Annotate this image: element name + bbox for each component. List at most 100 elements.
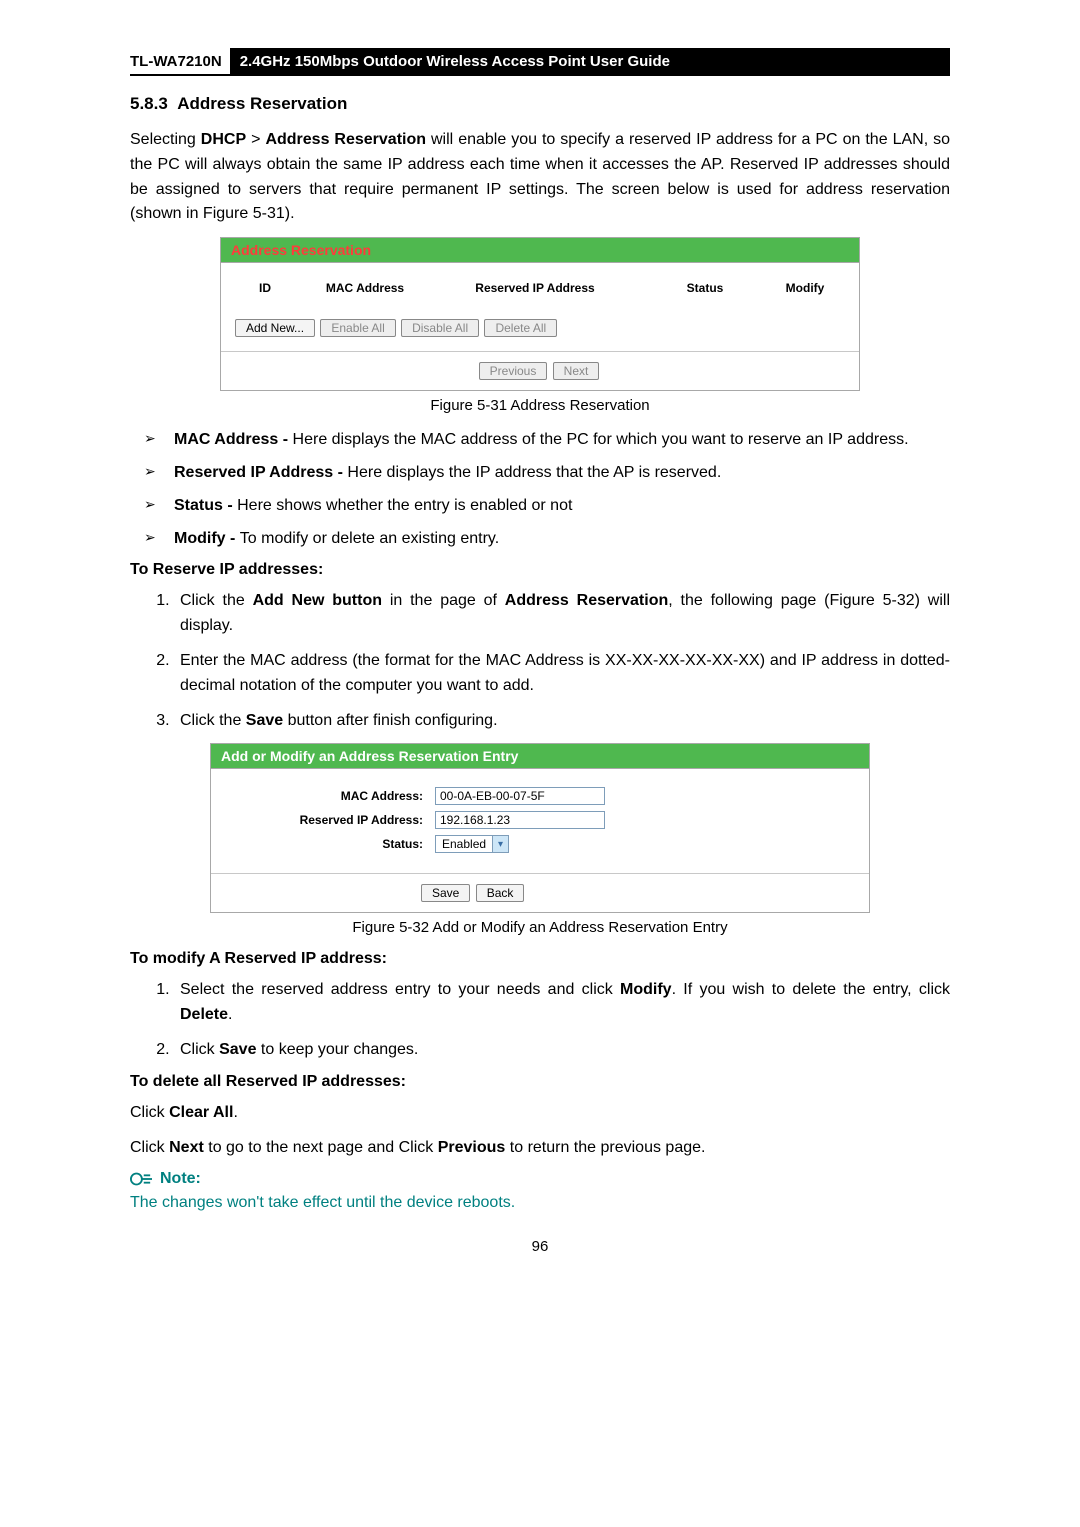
db-c: . (233, 1104, 237, 1121)
col-mac: MAC Address (295, 281, 435, 295)
next-button[interactable]: Next (553, 362, 600, 380)
figure-5-32: Add or Modify an Address Reservation Ent… (210, 743, 870, 913)
chevron-down-icon: ▾ (492, 836, 508, 852)
def-modify: Modify - To modify or delete an existing… (174, 527, 950, 552)
fig2-body: MAC Address: 00-0A-EB-00-07-5F Reserved … (211, 769, 869, 873)
modify-step-2: Click Save to keep your changes. (174, 1038, 950, 1063)
definitions-list: MAC Address - Here displays the MAC addr… (130, 428, 950, 551)
rs1c: in the page of (382, 592, 505, 609)
label-status: Status: (225, 837, 435, 851)
note-line: Note: (130, 1170, 950, 1188)
back-button[interactable]: Back (476, 884, 525, 902)
page-number: 96 (130, 1238, 950, 1255)
note-icon (130, 1171, 152, 1187)
page: TL-WA7210N 2.4GHz 150Mbps Outdoor Wirele… (0, 0, 1080, 1527)
previous-button[interactable]: Previous (479, 362, 548, 380)
def-mac-term: MAC Address - (174, 431, 293, 448)
col-id: ID (235, 281, 295, 295)
def-resip-term: Reserved IP Address - (174, 464, 347, 481)
note-body: The changes won't take effect until the … (130, 1194, 950, 1212)
rs1a: Click the (180, 592, 253, 609)
nb-e: to return the previous page. (505, 1139, 705, 1156)
doc-title: 2.4GHz 150Mbps Outdoor Wireless Access P… (230, 48, 950, 74)
fig1-caption: Figure 5-31 Address Reservation (130, 397, 950, 414)
intro-ar: Address Reservation (265, 131, 426, 148)
def-modify-term: Modify - (174, 530, 240, 547)
rs3a: Click the (180, 712, 246, 729)
def-status: Status - Here shows whether the entry is… (174, 494, 950, 519)
def-modify-body: To modify or delete an existing entry. (240, 530, 499, 547)
modify-heading: To modify A Reserved IP address: (130, 950, 950, 968)
select-status-value: Enabled (436, 836, 492, 852)
form-row-status: Status: Enabled ▾ (225, 835, 855, 853)
input-ip[interactable]: 192.168.1.23 (435, 811, 605, 829)
ms2a: Click (180, 1041, 219, 1058)
intro-dhcp: DHCP (201, 131, 246, 148)
delete-all-button[interactable]: Delete All (484, 319, 557, 337)
nav-body: Click Next to go to the next page and Cl… (130, 1136, 950, 1161)
def-status-body: Here shows whether the entry is enabled … (237, 497, 572, 514)
db-b: Clear All (169, 1104, 233, 1121)
modify-step-1: Select the reserved address entry to you… (174, 978, 950, 1028)
col-modify: Modify (765, 281, 845, 295)
col-res: Reserved IP Address (435, 281, 635, 295)
reserve-step-1: Click the Add New button in the page of … (174, 589, 950, 639)
doc-header: TL-WA7210N 2.4GHz 150Mbps Outdoor Wirele… (130, 48, 950, 76)
ms1b: Modify (620, 981, 672, 998)
rs1b: Add New button (253, 592, 382, 609)
reserve-steps: Click the Add New button in the page of … (130, 589, 950, 733)
def-resip-body: Here displays the IP address that the AP… (347, 464, 721, 481)
nb-b: Next (169, 1139, 204, 1156)
fig1-banner: Address Reservation (221, 238, 859, 263)
fig1-header-row: ID MAC Address Reserved IP Address Statu… (235, 281, 845, 295)
nb-a: Click (130, 1139, 169, 1156)
disable-all-button[interactable]: Disable All (401, 319, 479, 337)
section-number: 5.8.3 (130, 94, 168, 113)
nb-c: to go to the next page and Click (204, 1139, 438, 1156)
reserve-heading: To Reserve IP addresses: (130, 561, 950, 579)
rs1d: Address Reservation (505, 592, 668, 609)
ms1d: Delete (180, 1006, 228, 1023)
col-status: Status (645, 281, 765, 295)
modify-steps: Select the reserved address entry to you… (130, 978, 950, 1062)
enable-all-button[interactable]: Enable All (320, 319, 395, 337)
fig1-footer: Previous Next (221, 351, 859, 390)
select-status[interactable]: Enabled ▾ (435, 835, 509, 853)
reserve-step-2: Enter the MAC address (the format for th… (174, 649, 950, 699)
label-ip: Reserved IP Address: (225, 813, 435, 827)
label-mac: MAC Address: (225, 789, 435, 803)
def-status-term: Status - (174, 497, 237, 514)
figure-5-31: Address Reservation ID MAC Address Reser… (220, 237, 860, 391)
ms1e: . (228, 1006, 232, 1023)
fig2-banner: Add or Modify an Address Reservation Ent… (211, 744, 869, 769)
save-button[interactable]: Save (421, 884, 470, 902)
nb-d: Previous (438, 1139, 506, 1156)
ms1c: . If you wish to delete the entry, click (672, 981, 950, 998)
fig1-banner-text: Address Reservation (231, 242, 371, 258)
intro-text: Selecting (130, 131, 201, 148)
ms2c: to keep your changes. (256, 1041, 418, 1058)
rs3c: button after finish configuring. (283, 712, 497, 729)
delete-body: Click Clear All. (130, 1101, 950, 1126)
section-heading: 5.8.3 Address Reservation (130, 94, 950, 114)
note-label: Note: (160, 1170, 201, 1188)
fig1-body: ID MAC Address Reserved IP Address Statu… (221, 263, 859, 351)
form-row-ip: Reserved IP Address: 192.168.1.23 (225, 811, 855, 829)
add-new-button[interactable]: Add New... (235, 319, 315, 337)
fig2-caption: Figure 5-32 Add or Modify an Address Res… (130, 919, 950, 936)
ms1a: Select the reserved address entry to you… (180, 981, 620, 998)
input-mac[interactable]: 00-0A-EB-00-07-5F (435, 787, 605, 805)
fig2-footer: Save Back (211, 873, 869, 912)
rs3b: Save (246, 712, 283, 729)
fig1-button-row: Add New... Enable All Disable All Delete… (235, 319, 845, 337)
intro-sep: > (246, 131, 265, 148)
ms2b: Save (219, 1041, 256, 1058)
reserve-step-3: Click the Save button after finish confi… (174, 709, 950, 734)
intro-paragraph: Selecting DHCP > Address Reservation wil… (130, 128, 950, 227)
db-a: Click (130, 1104, 169, 1121)
model-label: TL-WA7210N (130, 48, 230, 74)
def-resip: Reserved IP Address - Here displays the … (174, 461, 950, 486)
section-title: Address Reservation (177, 94, 347, 113)
delete-heading: To delete all Reserved IP addresses: (130, 1073, 950, 1091)
form-row-mac: MAC Address: 00-0A-EB-00-07-5F (225, 787, 855, 805)
